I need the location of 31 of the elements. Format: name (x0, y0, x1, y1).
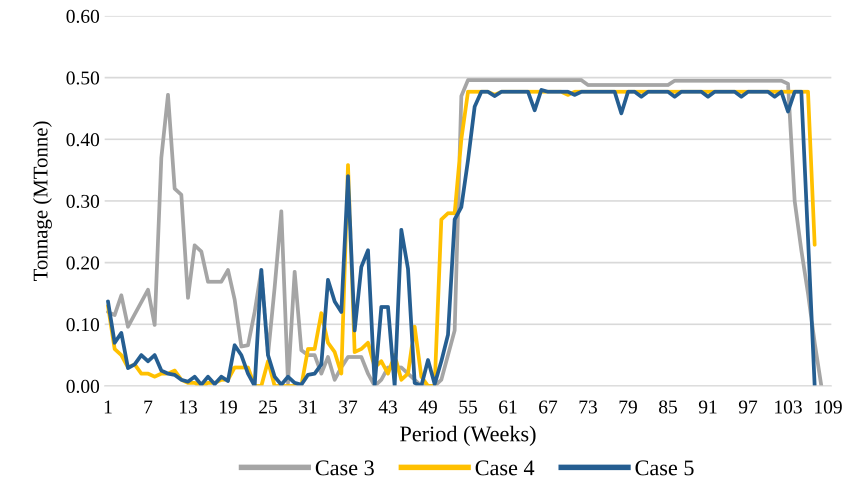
legend-label: Case 5 (636, 460, 694, 476)
x-tick-label: 7 (144, 400, 152, 414)
x-tick-label: 103 (775, 400, 802, 414)
y-tick-label: 0.50 (66, 71, 100, 85)
y-axis-title: Tonnage (MTonne) (32, 121, 52, 281)
y-tick-label: 0.20 (66, 256, 100, 270)
x-axis-title: Period (Weeks) (400, 426, 536, 446)
x-tick-label: 79 (620, 400, 637, 414)
x-tick-label: 1 (104, 400, 112, 414)
x-tick-label: 19 (220, 400, 237, 414)
x-tick-label: 97 (738, 400, 758, 414)
x-tick-label: 67 (539, 400, 558, 414)
x-tick-label: 85 (659, 400, 677, 414)
y-tick-label: 0.60 (66, 10, 100, 23)
x-tick-label: 31 (299, 400, 317, 414)
y-tick-label: 0.40 (66, 133, 100, 146)
legend-label: Case 4 (476, 460, 534, 476)
x-tick-label: 37 (339, 400, 358, 414)
x-tick-label: 25 (259, 400, 277, 414)
x-tick-label: 13 (180, 400, 197, 414)
y-tick-label: 0.10 (66, 318, 100, 332)
x-tick-label: 43 (378, 400, 397, 414)
x-tick-label: 55 (459, 400, 477, 414)
legend-label: Case 3 (316, 460, 374, 476)
y-tick-label: 0.00 (66, 380, 100, 393)
x-tick-label: 49 (418, 400, 437, 414)
y-tick-label: 0.30 (66, 194, 100, 208)
x-tick-label: 73 (580, 400, 597, 414)
x-tick-label: 91 (698, 400, 717, 414)
x-tick-label: 61 (499, 400, 517, 414)
x-tick-label: 109 (815, 400, 842, 414)
